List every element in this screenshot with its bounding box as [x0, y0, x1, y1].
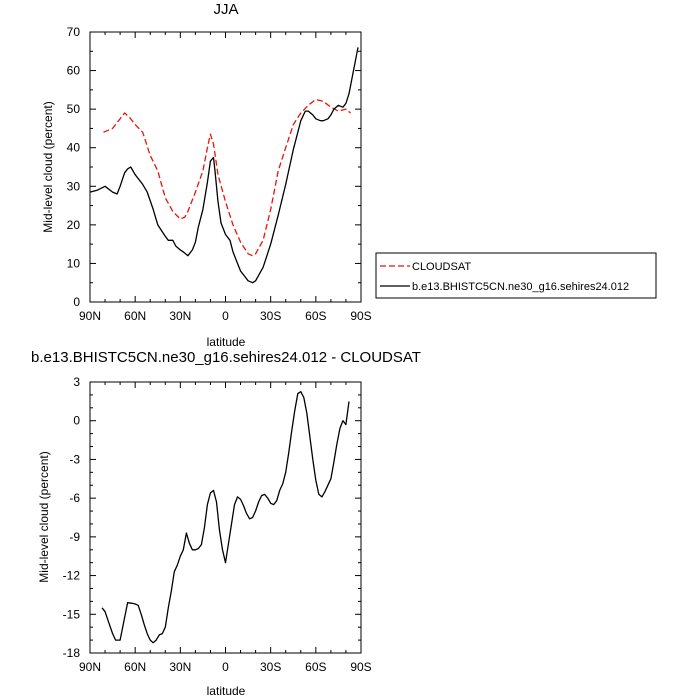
y-tick-label: -15 [63, 607, 81, 621]
x-tick-label: 30S [260, 660, 281, 674]
x-tick-label: 0 [222, 660, 229, 674]
x-tick-label: 90N [79, 309, 101, 323]
y-tick-label: -6 [69, 491, 80, 505]
bottom-x-tick-labels: 90N 60N 30N 0 30S 60S 90S [79, 660, 372, 674]
bottom-y-axis-label: Mid-level cloud (percent) [37, 451, 51, 582]
y-tick-label: 0 [73, 414, 80, 428]
series-line-cloudsat [103, 98, 351, 257]
y-tick-label: 50 [67, 102, 81, 116]
legend-box [375, 252, 657, 299]
y-tick-label: 60 [67, 64, 81, 78]
x-tick-label: 90S [350, 309, 371, 323]
top-y-tick-labels: 0 10 20 30 40 50 60 70 [67, 25, 81, 309]
y-tick-label: 70 [67, 25, 81, 39]
bottom-series-lines [101, 391, 350, 644]
x-tick-label: 30N [169, 660, 191, 674]
y-tick-label: 0 [73, 295, 80, 309]
y-tick-label: -18 [63, 646, 81, 660]
legend: CLOUDSAT b.e13.BHISTC5CN.ne30_g16.sehire… [375, 252, 657, 299]
bottom-plot-frame [89, 381, 362, 654]
x-tick-label: 60S [305, 309, 326, 323]
x-tick-label: 60S [305, 660, 326, 674]
top-y-axis-label: Mid-level cloud (percent) [41, 101, 55, 232]
y-tick-label: 3 [73, 375, 80, 389]
bottom-x-axis-label: latitude [207, 684, 246, 698]
y-tick-label: 10 [67, 256, 81, 270]
x-tick-label: 0 [222, 309, 229, 323]
bottom-panel: b.e13.BHISTC5CN.ne30_g16.sehires24.012 -… [31, 349, 421, 698]
series-line-difference [101, 391, 350, 644]
y-tick-label: 30 [67, 179, 81, 193]
x-tick-label: 30N [169, 309, 191, 323]
series-line-model [89, 47, 359, 284]
x-tick-label: 90S [350, 660, 371, 674]
legend-label-model: b.e13.BHISTC5CN.ne30_g16.sehires24.012 [412, 281, 629, 293]
y-tick-label: -12 [63, 569, 81, 583]
y-tick-label: 40 [67, 141, 81, 155]
x-tick-label: 60N [124, 309, 146, 323]
top-plot-frame [89, 31, 362, 303]
top-x-axis-label: latitude [207, 335, 246, 349]
top-x-tick-labels: 90N 60N 30N 0 30S 60S 90S [79, 309, 372, 323]
x-tick-label: 60N [124, 660, 146, 674]
legend-label-cloudsat: CLOUDSAT [412, 261, 471, 273]
top-panel: JJA 90N 60N 30N 0 30S 60S 90S 010203040506070 … [41, 1, 657, 349]
bottom-axis-ticks [89, 381, 362, 654]
bottom-chart-title: b.e13.BHISTC5CN.ne30_g16.sehires24.012 -… [31, 349, 421, 366]
top-chart-title: JJA [213, 1, 238, 18]
x-tick-label: 90N [79, 660, 101, 674]
y-tick-label: 20 [67, 218, 81, 232]
x-tick-label: 30S [260, 309, 281, 323]
top-series-lines [89, 47, 359, 284]
bottom-y-tick-labels: 3 0 -3 -6 -9 -12 -15 -18 [63, 375, 81, 660]
y-tick-label: -9 [69, 530, 80, 544]
y-tick-label: -3 [69, 452, 80, 466]
